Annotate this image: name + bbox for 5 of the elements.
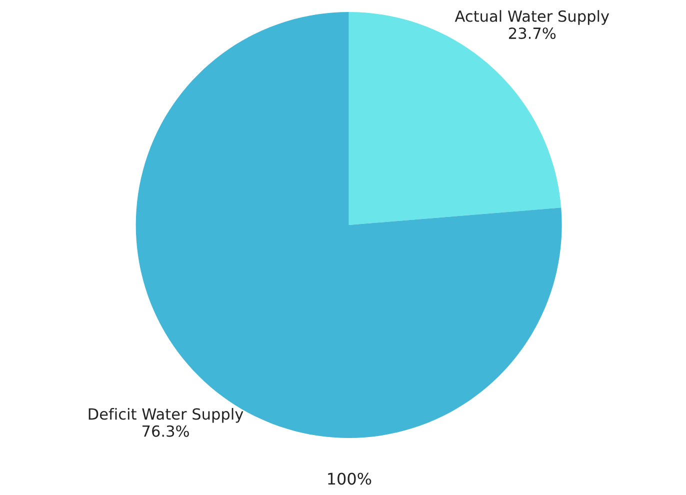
text: 100% [328,472,372,485]
slice-label: Deficit Water Supply [88,408,244,423]
data-label: 76.3% [142,425,189,437]
data-label: 23.7% [508,27,556,40]
slice-label: Actual Water Supply [454,10,610,25]
